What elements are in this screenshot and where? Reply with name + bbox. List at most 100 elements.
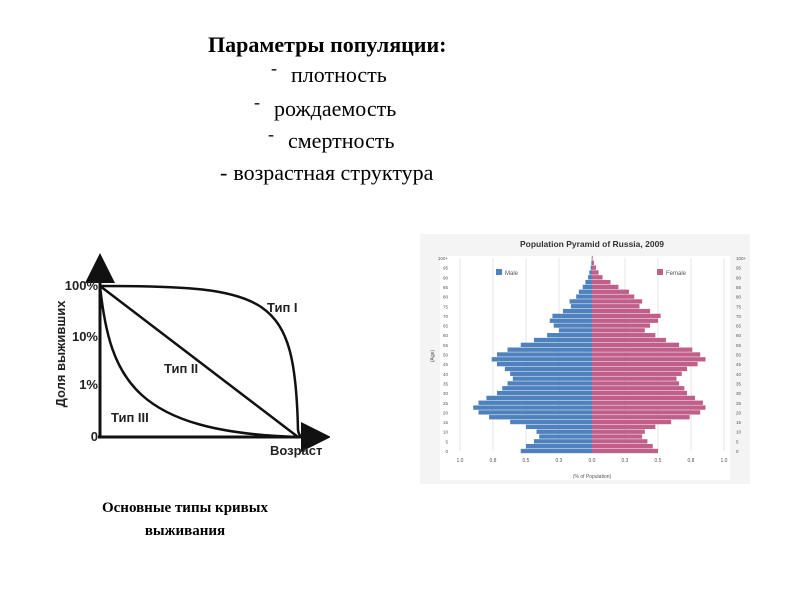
- parameter-item-birth-rate: - рождаемость: [254, 92, 397, 121]
- bar-male: [496, 390, 592, 396]
- label-type-2: Тип II: [164, 361, 198, 376]
- bar-female: [592, 439, 648, 444]
- bar-male: [526, 424, 592, 430]
- bar-female: [592, 444, 653, 449]
- bar-female: [592, 347, 693, 352]
- age-tick-label-right: 30: [736, 391, 742, 396]
- bar-female: [592, 313, 661, 319]
- legend-label-female: Female: [666, 271, 687, 277]
- age-tick-label-right: 35: [736, 381, 742, 386]
- ticks-group: 1.0 0.8 0.5 0.3 0.0 0.3 0.5 0.8 1.0 100+ 100+ 95 95 9…: [438, 256, 747, 464]
- age-tick-label-left: 35: [443, 381, 449, 386]
- bar-female: [592, 400, 703, 405]
- caption-line: выживания: [144, 523, 226, 539]
- bar-female: [592, 415, 690, 420]
- bar-male: [547, 333, 592, 338]
- y-axis-title: Доля выживших: [53, 300, 68, 408]
- bar-male: [496, 352, 592, 357]
- bar-female: [592, 390, 688, 396]
- slide-heading: Параметры популяции:: [208, 32, 447, 57]
- age-tick-label-left: 60: [443, 333, 449, 338]
- bar-male: [576, 294, 592, 299]
- age-tick-label-right: 25: [736, 401, 742, 406]
- age-tick-label-left: 40: [443, 372, 449, 377]
- x-tick-label: 0.3: [622, 458, 629, 464]
- age-tick-label-right: 0: [736, 449, 739, 454]
- legend-swatch-male: [496, 269, 502, 275]
- y-tick-1: 1%: [79, 377, 98, 392]
- bar-female: [592, 299, 643, 304]
- age-tick-label-left: 85: [443, 285, 449, 290]
- bar-male: [578, 289, 592, 294]
- bar-female: [592, 279, 611, 285]
- age-tick-label-left: 5: [445, 439, 448, 444]
- parameter-label: рождаемость: [274, 96, 397, 121]
- y-tick-10: 10%: [72, 329, 98, 344]
- bar-male: [585, 279, 592, 285]
- bar-female: [592, 265, 596, 270]
- bar-male: [478, 410, 592, 415]
- bar-male: [520, 448, 592, 454]
- x-tick-label: 0.8: [688, 458, 695, 464]
- bar-male: [512, 376, 592, 381]
- bar-male: [496, 361, 592, 367]
- bar-female: [592, 361, 698, 367]
- age-tick-label-right: 95: [736, 266, 742, 271]
- bar-male: [491, 357, 592, 362]
- bar-female: [592, 386, 685, 391]
- x-tick-label: 0.0: [589, 458, 596, 464]
- bar-male: [582, 284, 592, 290]
- age-tick-label-right: 20: [736, 410, 742, 415]
- bar-female: [592, 308, 651, 314]
- bar-male: [507, 381, 592, 386]
- bar-female: [592, 294, 635, 299]
- bar-male: [489, 415, 592, 420]
- y-axis-title: (Age): [430, 350, 436, 363]
- parameter-item-density: - плотность: [271, 58, 387, 87]
- age-tick-label-left: 30: [443, 391, 449, 396]
- bar-female: [592, 255, 593, 261]
- curve-type-2: [99, 285, 299, 438]
- bar-male: [591, 260, 592, 265]
- bar-female: [592, 304, 640, 309]
- x-tick-label: 0.5: [523, 458, 530, 464]
- bar-female: [592, 395, 695, 401]
- bar-male: [533, 439, 592, 444]
- bar-male: [478, 400, 592, 405]
- age-tick-label-right: 5: [736, 439, 739, 444]
- bar-female: [592, 260, 594, 265]
- age-tick-label-left: 45: [443, 362, 449, 367]
- x-tick-label: 1.0: [457, 458, 464, 464]
- bar-female: [592, 424, 656, 430]
- y-tick-0: 0: [91, 429, 98, 444]
- age-tick-label-left: 50: [443, 353, 449, 358]
- bar-male: [526, 444, 592, 449]
- x-tick-label: 0.5: [655, 458, 662, 464]
- age-tick-label-right: 65: [736, 324, 742, 329]
- bar-female: [592, 333, 656, 338]
- bar-female: [592, 318, 658, 323]
- bar-female: [592, 366, 688, 372]
- age-tick-label-left: 75: [443, 304, 449, 309]
- age-tick-label-right: 90: [736, 275, 742, 280]
- bar-male: [473, 405, 592, 410]
- x-tick-label: 0.3: [556, 458, 563, 464]
- bar-male: [569, 299, 592, 304]
- label-type-3: Тип III: [111, 410, 149, 425]
- parameter-item-mortality: - смертность: [268, 124, 395, 153]
- bar-female: [592, 352, 701, 357]
- legend-label-male: Male: [505, 271, 519, 277]
- bar-female: [592, 284, 619, 290]
- population-pyramid-chart: Population Pyramid of Russia, 2009 1.0 0.…: [420, 234, 750, 484]
- parameter-item-age-structure: - возрастная структура: [220, 160, 434, 185]
- age-tick-label-left: 90: [443, 275, 449, 280]
- bar-male: [539, 434, 592, 439]
- age-tick-label-right: 45: [736, 362, 742, 367]
- caption-line: Основные типы кривых: [101, 500, 268, 516]
- age-tick-label-right: 85: [736, 285, 742, 290]
- bar-male: [589, 270, 592, 275]
- parameter-label: возрастная структура: [233, 160, 434, 185]
- age-tick-label-right: 70: [736, 314, 742, 319]
- bar-male: [504, 366, 592, 372]
- bar-female: [592, 323, 651, 328]
